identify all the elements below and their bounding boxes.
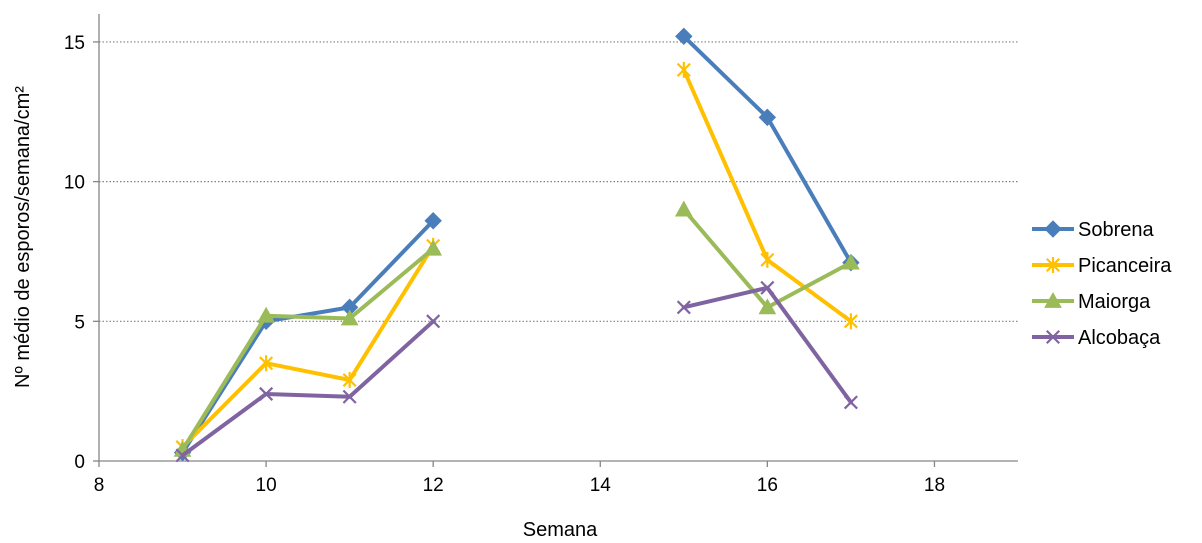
data-point: [425, 241, 441, 255]
legend-label: Sobrena: [1078, 219, 1154, 241]
y-tick-label: 0: [74, 452, 85, 473]
legend-item: Picanceira: [1032, 255, 1172, 277]
x-tick-label: 18: [924, 475, 945, 496]
series-group: [175, 28, 859, 461]
series-maiorga: [175, 202, 859, 457]
x-tick-label: 14: [590, 475, 612, 496]
y-axis-title: Nº médio de esporos/semana/cm²: [12, 86, 34, 388]
legend-item: Sobrena: [1032, 219, 1154, 241]
x-tick-label: 10: [256, 475, 277, 496]
series-line: [183, 221, 434, 453]
data-point: [676, 202, 692, 216]
data-point: [761, 252, 773, 268]
legend-label: Alcobaça: [1078, 327, 1161, 349]
legend-label: Maiorga: [1078, 291, 1151, 313]
data-point: [678, 62, 690, 78]
x-tick-label: 8: [94, 475, 105, 496]
gridlines: [99, 42, 1018, 321]
x-tick-label: 16: [757, 475, 778, 496]
legend: Sobrena Picanceira Maiorga Alcobaça: [1032, 219, 1172, 349]
y-tick-label: 15: [64, 33, 85, 54]
y-tick-label: 5: [74, 312, 85, 333]
legend-label: Picanceira: [1078, 255, 1172, 277]
data-point: [1045, 221, 1061, 237]
series-line: [183, 246, 434, 447]
series-line: [183, 249, 434, 450]
x-tick-label: 12: [423, 475, 444, 496]
data-point: [845, 396, 857, 408]
series-line: [684, 36, 851, 262]
series-alcoba-a: [176, 282, 857, 462]
legend-item: Alcobaça: [1032, 327, 1161, 349]
x-axis-title: Semana: [523, 519, 598, 541]
legend-item: Maiorga: [1032, 291, 1151, 313]
y-tick-label: 10: [64, 173, 85, 194]
series-line: [684, 70, 851, 321]
